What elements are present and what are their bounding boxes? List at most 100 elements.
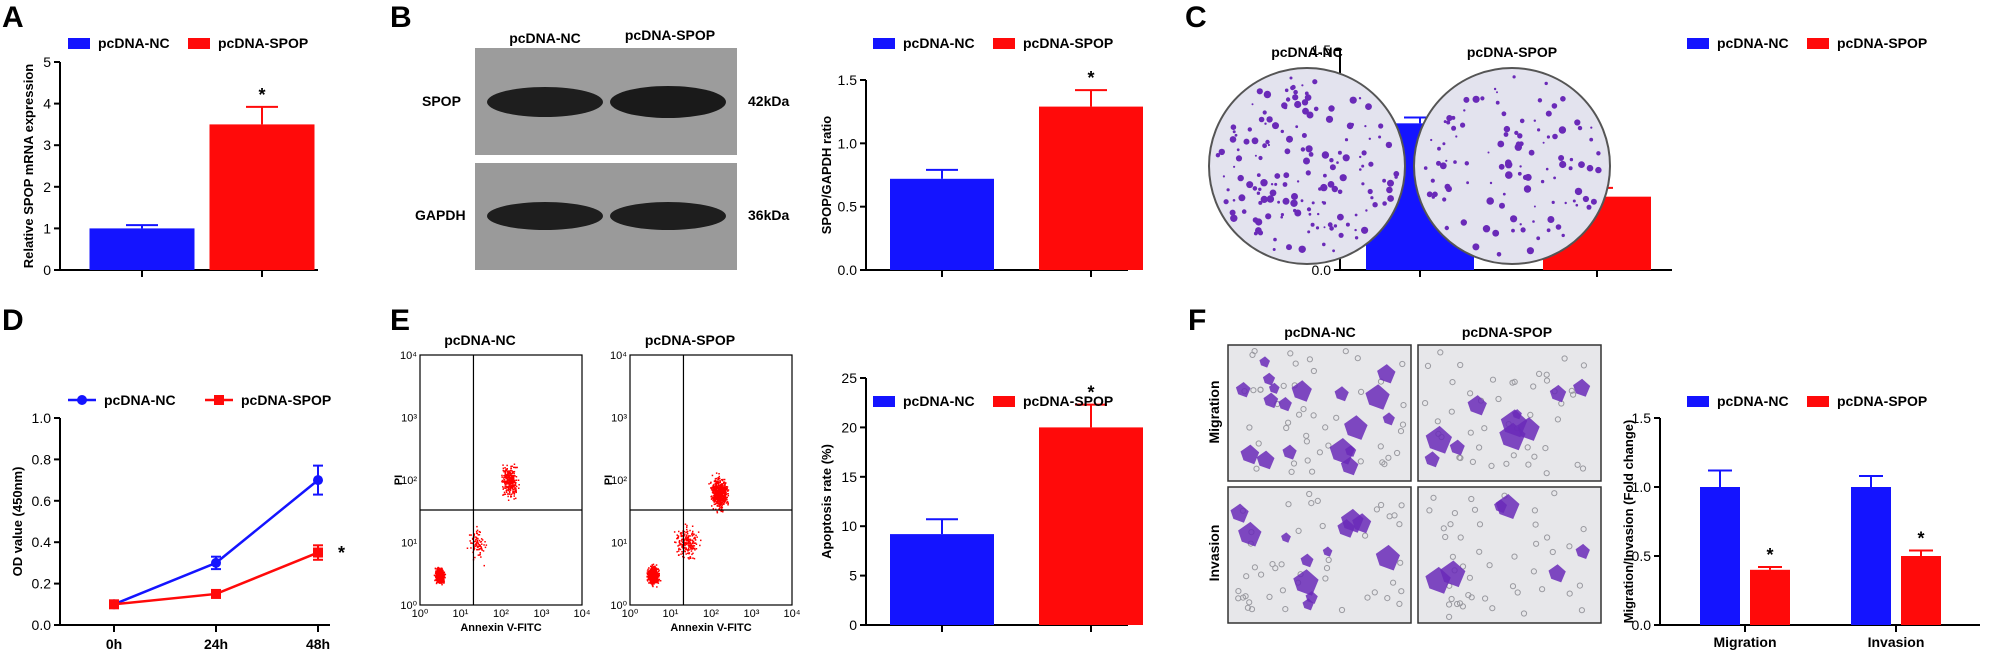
legend-label-spop: pcDNA-SPOP (1837, 393, 1927, 409)
colony (1542, 141, 1545, 144)
colony (1266, 116, 1273, 123)
flow-event (723, 492, 725, 494)
flow-event (442, 577, 444, 579)
flow-event (506, 475, 508, 478)
flow-event (713, 497, 716, 500)
flow-event (688, 546, 690, 548)
flow-event (656, 577, 658, 580)
colony (1283, 172, 1290, 179)
flow-event (717, 500, 720, 502)
flow-event (655, 567, 658, 569)
membrane-pore (1255, 440, 1262, 447)
x-tick-label: Invasion (1868, 634, 1925, 650)
y-tick-label: 1.0 (32, 410, 52, 426)
colony (1378, 123, 1384, 129)
flow-event (506, 477, 508, 479)
flow-title-spop: pcDNA-SPOP (645, 332, 735, 348)
flow-event (727, 494, 730, 497)
membrane-pore (1394, 449, 1401, 457)
flow-event (697, 531, 700, 533)
flow-event (654, 570, 656, 573)
flow-event (716, 510, 718, 513)
flow-event (685, 547, 687, 549)
y-tick-label: 0.0 (1632, 617, 1652, 633)
colony (1256, 191, 1261, 195)
colony (1590, 198, 1597, 205)
colony (1559, 160, 1567, 169)
membrane-pore (1398, 588, 1405, 595)
flow-event (693, 547, 696, 550)
colony (1533, 119, 1537, 122)
colony (1520, 227, 1526, 233)
membrane-pore (1476, 444, 1483, 451)
membrane-pore (1248, 606, 1256, 613)
flow-event (507, 499, 510, 501)
flow-event (657, 568, 659, 570)
flow-event (507, 478, 509, 480)
flow-event (516, 466, 518, 469)
legend-label-nc: pcDNA-NC (1717, 35, 1789, 51)
colony (1252, 186, 1258, 191)
flow-event (507, 479, 509, 481)
legend-label-nc: pcDNA-NC (98, 35, 170, 51)
flow-event (713, 495, 716, 497)
flow-event (688, 558, 690, 560)
colony (1236, 148, 1240, 152)
colony (1590, 126, 1593, 129)
flow-event (681, 535, 683, 538)
flow-event (511, 465, 513, 467)
legend-swatch-nc (1687, 38, 1709, 49)
flow-event (480, 556, 482, 558)
membrane-pore (1285, 501, 1292, 508)
flow-event (515, 482, 517, 484)
western-blot: pcDNA-NC pcDNA-SPOP SPOP GAPDH 42kDa 36k… (415, 27, 789, 270)
y-tick-label: 0 (849, 617, 857, 633)
flow-event (717, 505, 720, 507)
flow-event (436, 580, 438, 582)
colony (1574, 119, 1581, 126)
flow-event (718, 477, 721, 480)
flow-event (686, 532, 689, 535)
stained-cell (1263, 392, 1279, 409)
flow-event (716, 482, 718, 484)
flow-event (514, 479, 516, 482)
flow-event (688, 540, 690, 543)
flow-event (717, 488, 720, 490)
data-point-nc (211, 557, 221, 568)
flow-event (725, 493, 728, 495)
flow-event (473, 547, 476, 550)
stained-cell (1329, 438, 1355, 465)
flow-event (687, 536, 689, 539)
flow-event (477, 534, 480, 536)
colony (1264, 122, 1267, 125)
flow-event (715, 483, 717, 486)
colony (1235, 155, 1243, 162)
membrane-pore (1520, 610, 1528, 617)
colony (1304, 94, 1312, 101)
membrane-pore (1280, 382, 1287, 389)
colony (1342, 154, 1350, 162)
flow-event (720, 503, 722, 506)
bar-spop (1039, 106, 1143, 270)
colony (1280, 213, 1284, 217)
flow-event (714, 488, 716, 491)
flow-event (652, 573, 655, 576)
flow-event (715, 502, 717, 505)
series-line-nc (113, 479, 319, 606)
flow-event (721, 487, 723, 489)
flow-event (680, 540, 683, 542)
flow-event (511, 479, 513, 481)
flow-event (507, 476, 509, 479)
membrane-pore (1481, 425, 1488, 432)
flow-event (655, 581, 657, 583)
membrane-pore (1511, 553, 1518, 560)
flow-event (714, 478, 717, 480)
flow-event (647, 580, 649, 582)
flow-event (656, 581, 659, 584)
flow-event (503, 476, 506, 478)
flow-event (716, 496, 718, 498)
membrane-pore (1524, 444, 1531, 451)
flow-event (440, 571, 443, 574)
flow-event (506, 479, 508, 482)
flow-event (476, 541, 479, 543)
